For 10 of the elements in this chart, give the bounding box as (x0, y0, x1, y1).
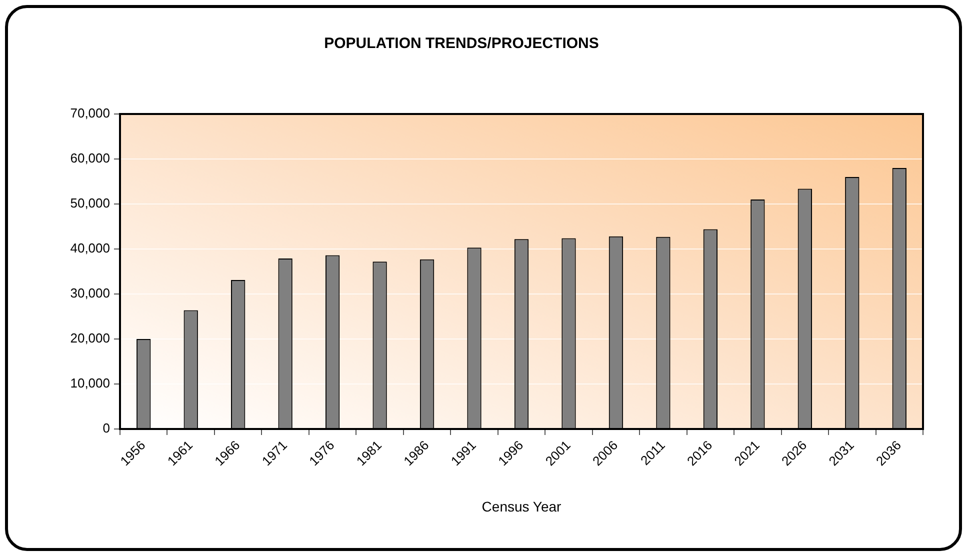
y-tick-label: 70,000 (70, 106, 110, 121)
x-axis-title: Census Year (482, 498, 562, 514)
y-tick-label: 20,000 (70, 330, 110, 346)
y-tick-label: 40,000 (70, 240, 110, 256)
y-tick-label: 30,000 (70, 286, 110, 301)
chart-title: POPULATION TRENDS/PROJECTIONS (324, 35, 599, 52)
y-tick-label: 10,000 (70, 376, 110, 391)
y-tick-label: 50,000 (70, 196, 110, 211)
y-tick-label: 60,000 (70, 150, 110, 166)
y-tick-label: 0 (102, 420, 110, 436)
